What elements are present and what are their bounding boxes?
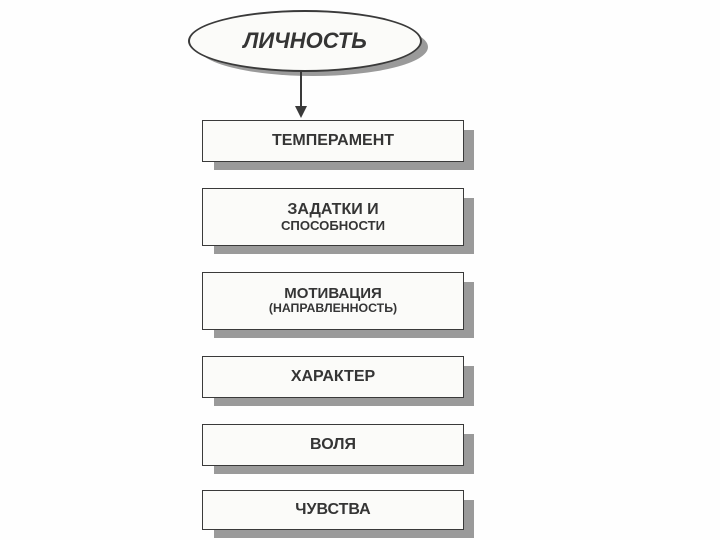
box-label: ТЕМПЕРАМЕНТ: [272, 132, 394, 149]
box-label: МОТИВАЦИЯ: [284, 285, 382, 302]
box-label: ЗАДАТКИ И: [287, 201, 378, 218]
flow-box-0: ТЕМПЕРАМЕНТ: [202, 120, 464, 162]
flow-box-2: МОТИВАЦИЯ(НАПРАВЛЕННОСТЬ): [202, 272, 464, 330]
flow-box-1: ЗАДАТКИ ИСПОСОБНОСТИ: [202, 188, 464, 246]
flow-box-5: ЧУВСТВА: [202, 490, 464, 530]
box-sublabel: (НАПРАВЛЕННОСТЬ): [269, 302, 397, 316]
box-label: ЧУВСТВА: [295, 501, 370, 518]
diagram-canvas: ЛИЧНОСТЬ ТЕМПЕРАМЕНТ ЗАДАТКИ ИСПОСОБНОСТИ М…: [0, 0, 720, 540]
root-label: ЛИЧНОСТЬ: [243, 28, 367, 54]
flow-box-3: ХАРАКТЕР: [202, 356, 464, 398]
flow-box-4: ВОЛЯ: [202, 424, 464, 466]
box-label: ВОЛЯ: [310, 436, 356, 453]
box-label: ХАРАКТЕР: [291, 368, 375, 385]
root-ellipse: ЛИЧНОСТЬ: [188, 10, 422, 72]
box-sublabel: СПОСОБНОСТИ: [281, 219, 385, 233]
